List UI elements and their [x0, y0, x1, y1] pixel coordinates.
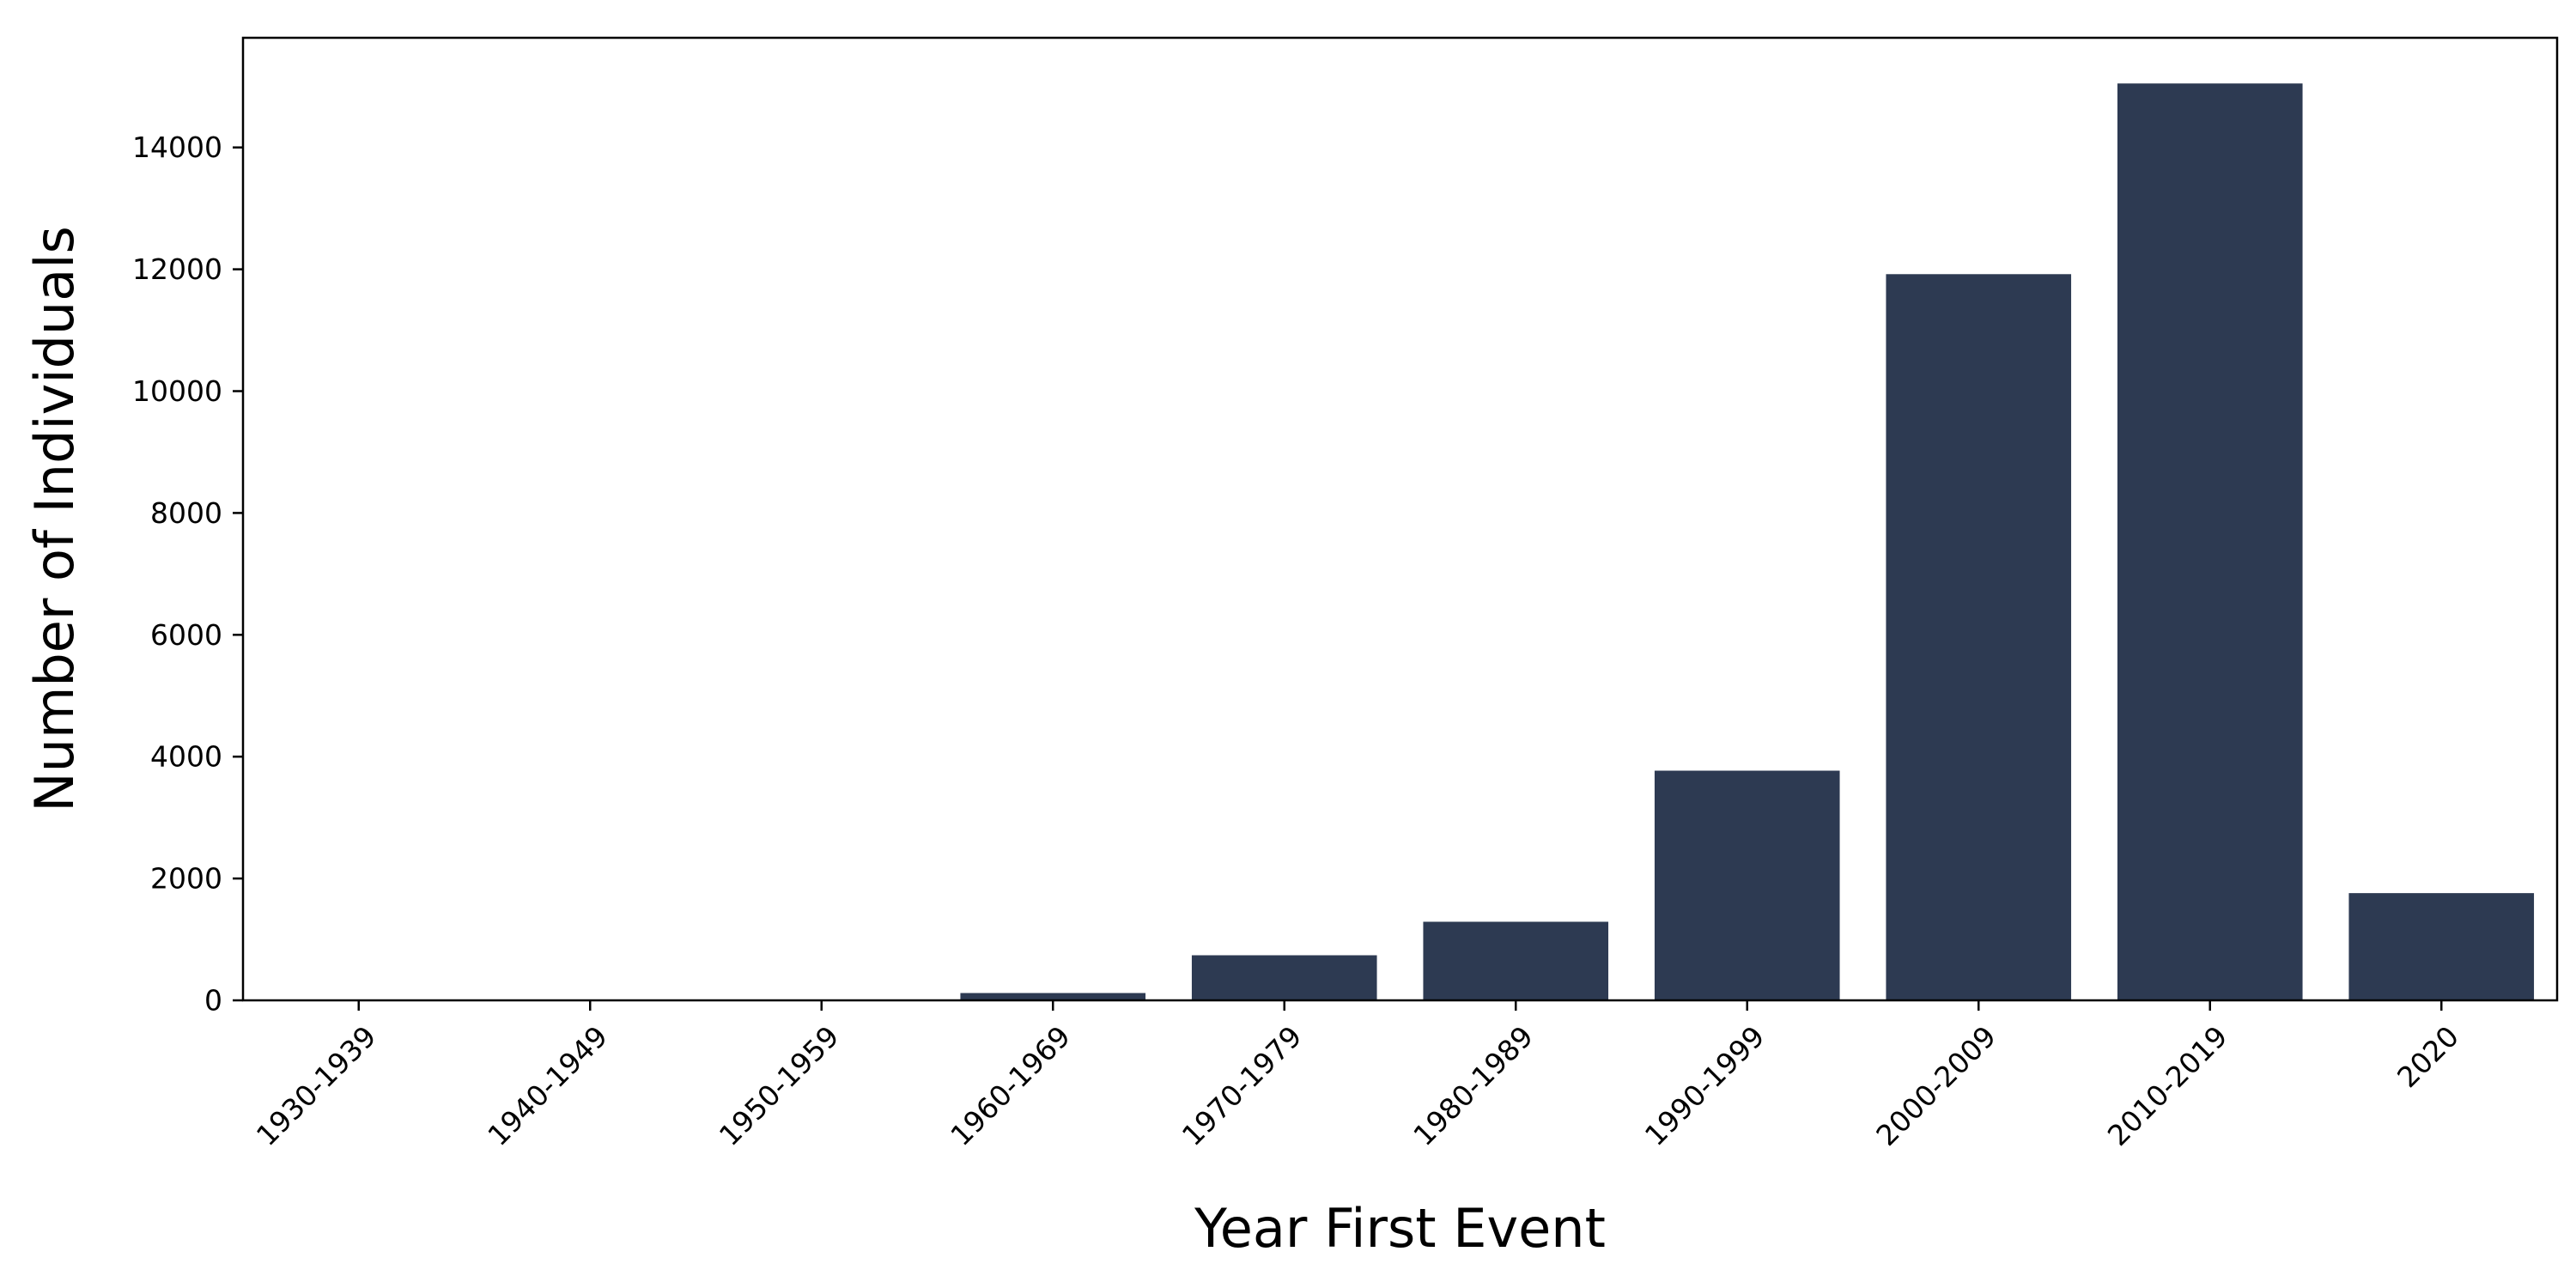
y-tick-label: 6000 — [150, 618, 222, 652]
bar-1970-1979 — [1191, 955, 1377, 1000]
x-tick-label: 1960-1969 — [944, 1019, 1077, 1152]
bar-2010-2019 — [2117, 83, 2303, 1000]
x-tick-label: 2010-2019 — [2101, 1019, 2234, 1152]
bar-1990-1999 — [1654, 770, 1840, 1000]
x-tick-label: 1950-1959 — [713, 1019, 846, 1152]
y-tick-label: 10000 — [132, 374, 222, 408]
bar-2000-2009 — [1886, 274, 2072, 1000]
y-tick-label: 12000 — [132, 252, 222, 286]
y-tick-label: 2000 — [150, 862, 222, 896]
x-tick-label: 1930-1939 — [250, 1019, 383, 1152]
bar-1960-1969 — [960, 993, 1146, 1000]
y-tick-label: 0 — [204, 984, 222, 1018]
x-tick-label: 1940-1949 — [481, 1019, 614, 1152]
y-axis-ticks: 0 2000 4000 6000 8000 10000 12000 14000 — [132, 131, 243, 1018]
y-tick-label: 8000 — [150, 496, 222, 530]
y-tick-label: 14000 — [132, 131, 222, 164]
bar-1980-1989 — [1423, 921, 1609, 1000]
y-axis-label: Number of Individuals — [23, 226, 86, 811]
bar-2020 — [2348, 893, 2535, 1000]
bars — [265, 83, 2535, 1000]
x-axis-label: Year First Event — [1194, 1197, 1606, 1260]
x-tick-label: 2000-2009 — [1869, 1019, 2002, 1152]
x-tick-label: 1990-1999 — [1638, 1019, 1771, 1152]
x-tick-label: 1980-1989 — [1406, 1019, 1540, 1152]
plot-frame — [241, 36, 2559, 1002]
x-axis-ticks: 1930-1939 1940-1949 1950-1959 1960-1969 1970… — [250, 1000, 2465, 1152]
x-tick-label: 1970-1979 — [1176, 1019, 1309, 1152]
y-tick-label: 4000 — [150, 740, 222, 774]
x-tick-label: 2020 — [2391, 1019, 2465, 1094]
